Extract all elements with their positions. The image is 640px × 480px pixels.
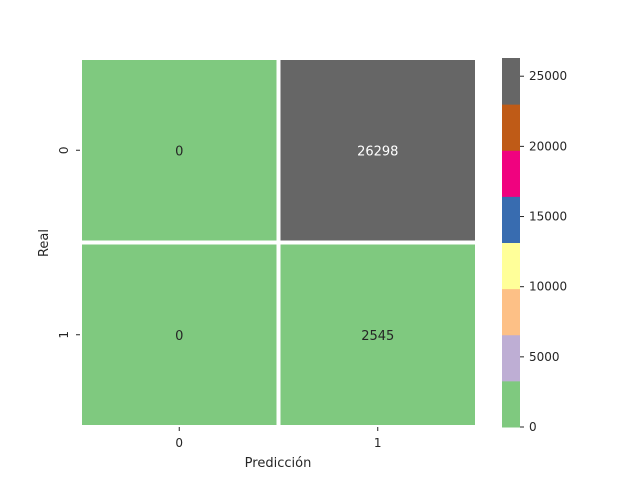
cell-value-label: 2545 bbox=[361, 329, 394, 344]
heatmap-cell bbox=[280, 244, 475, 425]
cell-value-label: 0 bbox=[175, 329, 183, 344]
y-tick-label: 1 bbox=[57, 331, 71, 339]
cell-value-label: 0 bbox=[175, 144, 183, 159]
cell-value-label: 26298 bbox=[357, 144, 398, 159]
y-axis-label: Real bbox=[37, 229, 52, 257]
colorbar-segment bbox=[502, 288, 520, 336]
colorbar-tick-label: 15000 bbox=[529, 210, 567, 224]
x-tick-label: 1 bbox=[374, 436, 382, 450]
colorbar-tick-label: 0 bbox=[529, 420, 537, 434]
y-axis-ticks: 01 bbox=[57, 146, 80, 339]
colorbar-segment bbox=[502, 242, 520, 290]
colorbar-segment bbox=[502, 334, 520, 382]
colorbar-segment bbox=[502, 104, 520, 151]
heatmap-cell bbox=[82, 60, 277, 241]
colorbar-segment bbox=[502, 380, 520, 428]
colorbar-tick-label: 10000 bbox=[529, 280, 567, 294]
colorbar-tick-label: 5000 bbox=[529, 350, 560, 364]
colorbar-ticks: 0 5000 10000 15000 20000 25000 bbox=[520, 69, 567, 434]
colorbar-tick-label: 25000 bbox=[529, 69, 567, 83]
heatmap-cell bbox=[82, 244, 277, 425]
heatmap-cell bbox=[280, 60, 475, 241]
colorbar-segment bbox=[502, 58, 520, 105]
colorbar-tick-label: 20000 bbox=[529, 139, 567, 153]
x-tick-label: 0 bbox=[175, 436, 183, 450]
cell-value-labels: 0 26298 0 2545 bbox=[175, 144, 398, 344]
x-axis-label: Predicción bbox=[245, 456, 312, 471]
colorbar bbox=[502, 58, 520, 428]
colorbar-segment bbox=[502, 150, 520, 197]
colorbar-segment bbox=[502, 196, 520, 243]
y-tick-label: 0 bbox=[57, 146, 71, 154]
heatmap-cells bbox=[82, 60, 475, 425]
